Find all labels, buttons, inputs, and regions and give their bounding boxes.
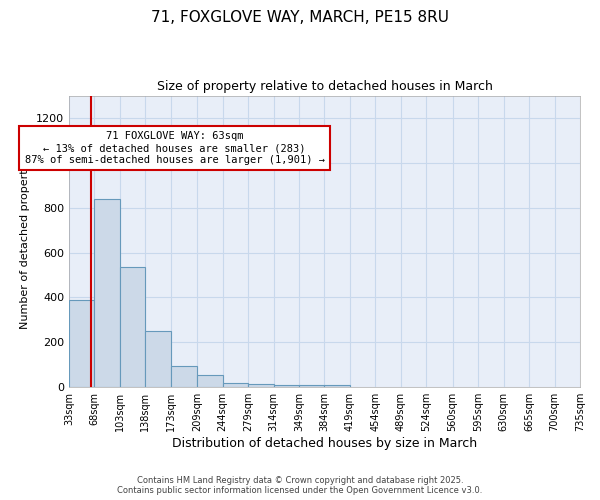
Bar xyxy=(171,366,197,387)
Text: 71, FOXGLOVE WAY, MARCH, PE15 8RU: 71, FOXGLOVE WAY, MARCH, PE15 8RU xyxy=(151,10,449,25)
Bar xyxy=(94,199,120,387)
Bar xyxy=(145,331,171,387)
Text: 71 FOXGLOVE WAY: 63sqm
← 13% of detached houses are smaller (283)
87% of semi-de: 71 FOXGLOVE WAY: 63sqm ← 13% of detached… xyxy=(25,132,325,164)
Bar xyxy=(69,300,94,387)
Bar xyxy=(274,385,299,387)
Title: Size of property relative to detached houses in March: Size of property relative to detached ho… xyxy=(157,80,493,93)
X-axis label: Distribution of detached houses by size in March: Distribution of detached houses by size … xyxy=(172,437,477,450)
Bar xyxy=(197,375,223,387)
Bar xyxy=(223,382,248,387)
Text: Contains HM Land Registry data © Crown copyright and database right 2025.
Contai: Contains HM Land Registry data © Crown c… xyxy=(118,476,482,495)
Bar xyxy=(120,267,145,387)
Bar xyxy=(325,386,350,387)
Y-axis label: Number of detached properties: Number of detached properties xyxy=(20,154,31,329)
Bar xyxy=(248,384,274,387)
Bar xyxy=(299,386,325,387)
